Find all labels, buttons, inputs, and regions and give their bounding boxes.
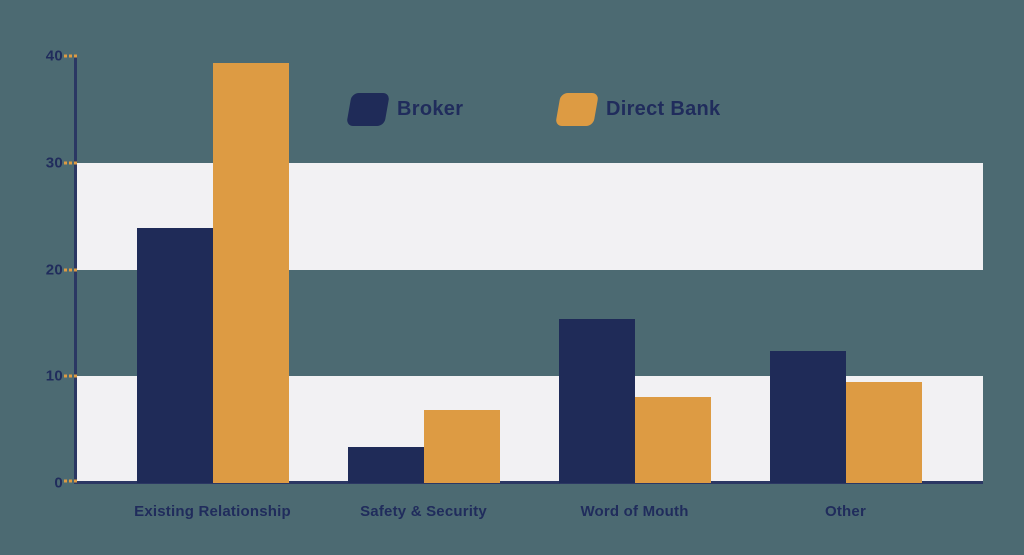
x-axis-line bbox=[74, 481, 983, 484]
y-tick-dash bbox=[64, 54, 78, 58]
legend-item-broker: Broker bbox=[346, 92, 464, 126]
category-label: Word of Mouth bbox=[580, 503, 689, 520]
y-tick-label: 0 bbox=[54, 474, 63, 492]
y-tick-dash bbox=[64, 161, 78, 165]
category-label: Existing Relationship bbox=[134, 503, 291, 520]
legend-label-broker: Broker bbox=[397, 97, 464, 120]
bar-broker bbox=[136, 227, 213, 483]
bar-direct-bank bbox=[423, 410, 500, 483]
direct-bank-swatch-icon bbox=[555, 92, 599, 126]
y-tick-label: 40 bbox=[45, 47, 63, 65]
bar-direct-bank bbox=[845, 381, 922, 483]
bar-broker bbox=[558, 318, 635, 483]
y-tick-label: 10 bbox=[45, 367, 63, 385]
y-tick-dash bbox=[64, 374, 78, 378]
legend-item-direct-bank: Direct Bank bbox=[555, 92, 721, 126]
bar-direct-bank bbox=[634, 396, 711, 483]
y-tick-label: 30 bbox=[45, 154, 63, 172]
legend-label-direct-bank: Direct Bank bbox=[606, 97, 721, 120]
category-label: Other bbox=[824, 503, 867, 520]
y-tick-label: 20 bbox=[45, 261, 63, 278]
y-tick-dash bbox=[64, 268, 78, 271]
bar-broker bbox=[347, 446, 424, 483]
category-label: Safety & Security bbox=[360, 503, 487, 520]
bar-direct-bank bbox=[212, 63, 289, 483]
bar-broker bbox=[769, 350, 846, 483]
broker-swatch-icon bbox=[346, 92, 390, 126]
y-tick-dash bbox=[64, 479, 78, 483]
